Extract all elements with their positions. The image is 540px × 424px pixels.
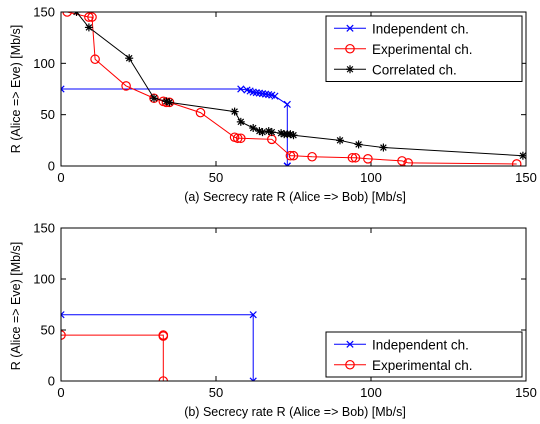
panel-b-legend-label: Independent ch.: [372, 337, 469, 352]
panel-a-series-1-point: [149, 93, 159, 104]
panel-a-series-1-point: [236, 133, 246, 144]
panel-a-series-0-point: [283, 162, 291, 166]
panel-a-series-2-point: [72, 12, 81, 16]
panel-a-xtick-label: 150: [515, 170, 537, 185]
panel-a-legend-marker: [346, 24, 354, 32]
panel-b-series-0-point: [249, 311, 257, 319]
panel-a-series-1-point: [363, 154, 373, 164]
panel-a-series-2-point: [230, 107, 239, 116]
panel-a-plot-area: [61, 12, 526, 166]
panel-a-legend-label: Independent ch.: [372, 21, 469, 36]
panel-a-series-2-point: [258, 128, 267, 137]
panel-b-series-0-point: [61, 311, 65, 319]
panel-a-series-1-point: [121, 81, 131, 91]
panel-a-series-2-point: [267, 128, 276, 137]
panel-a-series-2-point: [379, 143, 388, 152]
panel-b-ytick-label: 100: [33, 272, 55, 287]
panel-b: R (Alice => Eve) [Mb/s] (b) Secrecy rate…: [9, 221, 537, 420]
panel-b-xtick-label: 0: [57, 385, 64, 400]
panel-a-legend-marker: [346, 65, 354, 74]
panel-a-series-2-point: [236, 117, 245, 126]
panel-a-series-2-point: [84, 23, 93, 32]
panel-a: R (Alice => Eve) [Mb/s] (a) Secrecy rate…: [9, 5, 537, 205]
panel-a-series-1-point: [90, 54, 100, 65]
panel-a-xtick-label: 100: [360, 170, 382, 185]
panel-b-ytick-label: 0: [48, 374, 55, 389]
panel-b-xtick-label: 150: [515, 385, 537, 400]
panel-a-series-1-point: [87, 12, 97, 22]
panel-a-series-0-point: [283, 100, 291, 109]
panel-a-legend-label: Correlated ch.: [372, 62, 457, 77]
panel-a-series-2-point: [289, 131, 298, 140]
panel-a-legend-marker: [345, 43, 355, 54]
panel-a-series-1-point: [403, 158, 413, 166]
panel-a-ytick-label: 0: [48, 159, 55, 174]
panel-b-series-1-point: [158, 331, 169, 341]
panel-a-series-1-point: [288, 150, 299, 161]
panel-a-series-2-point: [125, 54, 134, 63]
panel-b-legend: Independent ch. Experimental ch.: [325, 331, 523, 378]
panel-b-series-line-1: [61, 334, 164, 381]
panel-a-series-1-point: [397, 156, 407, 166]
panel-b-ytick-label: 150: [33, 221, 55, 236]
panel-a-series-1-point: [307, 151, 317, 162]
panel-b-legend-label: Experimental ch.: [372, 358, 473, 373]
panel-a-series-2-point: [354, 140, 363, 149]
panel-a-series-2-point: [249, 124, 258, 133]
panel-a-ytick-label: 50: [41, 107, 55, 122]
panel-a-series-1-point: [350, 152, 361, 163]
panel-a-series-0-point: [271, 92, 279, 100]
panel-b-series-1-point: [61, 330, 66, 340]
panel-a-series-1-point: [195, 107, 206, 118]
panel-a-xtick-label: 50: [209, 170, 223, 185]
panel-b-xtick-label: 100: [360, 385, 382, 400]
panel-a-xtick-label: 0: [57, 170, 64, 185]
panel-a-series-1-point: [285, 150, 296, 161]
panel-a-ytick-label: 150: [33, 5, 55, 20]
panel-b-ytick-label: 50: [41, 323, 55, 338]
panel-a-ytick-label: 100: [33, 56, 55, 71]
panel-a-series-0-point: [237, 85, 245, 93]
panel-a-series-2-point: [336, 136, 344, 145]
panel-a-legend-label: Experimental ch.: [372, 42, 473, 57]
panel-a-ylabel: R (Alice => Eve) [Mb/s]: [9, 25, 23, 154]
panel-a-xlabel: (a) Secrecy rate R (Alice => Bob) [Mb/s]: [184, 190, 406, 204]
panel-b-plot-area: [61, 311, 257, 381]
panel-b-series-0-point: [249, 377, 257, 381]
panel-a-series-1-point: [232, 133, 243, 144]
panel-b-series-line-0: [61, 314, 254, 381]
panel-a-series-2-point: [165, 98, 174, 107]
panel-a-series-1-point: [511, 159, 522, 166]
panel-b-ylabel: R (Alice => Eve) [Mb/s]: [9, 242, 23, 371]
panel-b-axes-frame: [60, 227, 527, 382]
panel-b-xtick-label: 50: [209, 385, 223, 400]
panel-b-xlabel: (b) Secrecy rate R (Alice => Bob) [Mb/s]: [184, 405, 406, 419]
panel-a-axes-frame: [60, 11, 527, 167]
panel-b-legend-marker: [346, 340, 354, 348]
panel-b-legend-marker: [345, 359, 355, 370]
panel-a-series-2-point: [150, 94, 158, 103]
panel-a-legend: Independent ch. Experimental ch. Correlate…: [325, 15, 523, 82]
panel-a-series-1-point: [347, 152, 358, 163]
panel-a-series-1-point: [84, 12, 94, 22]
panel-a-series-1-point: [62, 12, 72, 17]
panel-a-series-0-point: [61, 85, 65, 93]
